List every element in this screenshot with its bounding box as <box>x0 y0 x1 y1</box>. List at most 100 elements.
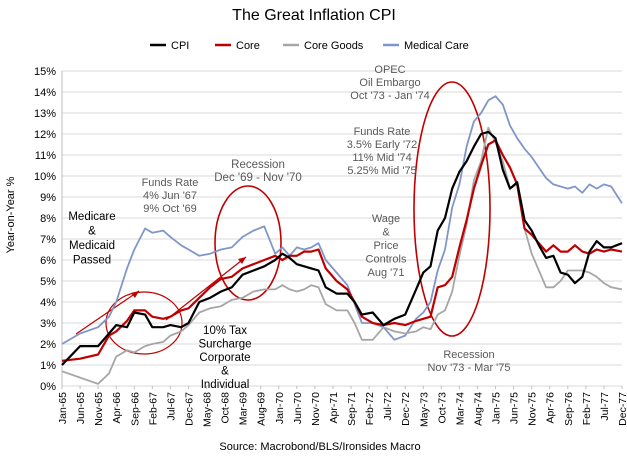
annotation-tax-surcharge-line: Surcharge <box>198 339 251 351</box>
y-tick-label: 6% <box>40 255 56 267</box>
annotation-funds-rate-72-75-line: 3.5% Early '72 <box>347 139 418 151</box>
x-tick-label: Jun-70 <box>292 392 304 424</box>
x-tick-label: Nov-70 <box>310 392 322 426</box>
annotation-wage-price-controls-line: Wage <box>372 213 400 225</box>
x-tick-label: Oct-73 <box>436 392 448 424</box>
y-tick-label: 9% <box>40 192 56 204</box>
y-tick-label: 2% <box>40 339 56 351</box>
arrow-medicare <box>75 290 140 335</box>
annotation-wage-price-controls-line: Price <box>373 240 398 252</box>
legend-label-medical-care: Medical Care <box>404 40 469 52</box>
x-tick-label: Aug-69 <box>256 392 268 426</box>
x-tick-label: Sep-66 <box>129 392 141 426</box>
y-axis-ticks: 0% 1% 2% 3% 4% 5% 6% 7% 8% 9% 10% 11% 12% 13% 14% 15% <box>34 66 56 393</box>
annotation-funds-rate-67-69-line: 4% Jun '67 <box>143 190 197 202</box>
annotation-funds-rate-72-75-line: Funds Rate <box>354 126 411 138</box>
x-tick-label: Mar-74 <box>454 392 466 425</box>
annotation-recession-73-75: Recession Nov '73 - Mar '75 <box>427 349 510 374</box>
x-tick-label: Apr-76 <box>545 392 557 424</box>
annotation-recession-69-70-line: Dec '69 - Nov '70 <box>214 172 302 184</box>
y-tick-label: 14% <box>34 87 56 99</box>
y-tick-label: 13% <box>34 108 56 120</box>
annotation-medicare-line: Medicaid <box>69 240 115 252</box>
x-tick-label: Dec-72 <box>400 392 412 426</box>
annotation-recession-73-75-line: Recession <box>443 349 494 361</box>
annotation-funds-rate-67-69-line: Funds Rate <box>142 177 199 189</box>
y-tick-label: 4% <box>40 297 56 309</box>
arrow-medicare-head <box>131 291 139 298</box>
x-tick-label: Jan-70 <box>274 392 286 424</box>
annotation-tax-surcharge-line: Corporate <box>199 352 250 364</box>
x-tick-label: Feb-67 <box>147 392 159 425</box>
arrow-tax-surcharge <box>165 256 247 321</box>
annotation-wage-price-controls-line: Aug '71 <box>368 267 405 279</box>
annotation-recession-69-70: Recession Dec '69 - Nov '70 <box>214 159 302 184</box>
annotation-funds-rate-72-75: Funds Rate 3.5% Early '72 11% Mid '74 5.25%… <box>347 126 418 177</box>
x-tick-label: Apr-71 <box>328 392 340 424</box>
series-line-cpi <box>61 130 623 366</box>
legend-label-core: Core <box>236 40 260 52</box>
series-line-core-goods <box>61 126 623 385</box>
y-tick-label: 0% <box>40 381 56 393</box>
series-line-core <box>61 139 623 362</box>
x-tick-label: Jul-72 <box>382 392 394 421</box>
y-axis-label: Year-on-Year % <box>5 176 17 253</box>
x-axis-ticks: Jan-65 Jun-65 Nov-65 Apr-66 Sep-66 Feb-67 Jul-… <box>57 392 627 427</box>
y-tick-label: 3% <box>40 318 56 330</box>
legend: CPI Core Core Goods Medical Care <box>150 40 469 52</box>
series-lines <box>61 95 623 385</box>
x-tick-label: Jul-67 <box>165 392 177 421</box>
y-tick-label: 5% <box>40 276 56 288</box>
y-tick-label: 12% <box>34 129 56 141</box>
gridlines <box>61 70 623 389</box>
x-tick-label: May-73 <box>418 392 430 427</box>
annotation-opec-line: Oct '73 - Jan '74 <box>350 90 429 102</box>
x-tick-label: Aug-74 <box>472 392 484 426</box>
x-tick-label: Sep-76 <box>563 392 575 426</box>
annotation-recession-69-70-line: Recession <box>231 159 285 171</box>
x-tick-label: Feb-72 <box>364 392 376 425</box>
x-tick-label: Jan-75 <box>491 392 503 424</box>
chart-title: The Great Inflation CPI <box>232 7 396 24</box>
annotation-tax-surcharge-line: Individual <box>201 379 250 391</box>
annotation-wage-price-controls-line: Controls <box>366 254 407 266</box>
y-tick-label: 15% <box>34 66 56 78</box>
annotation-opec: OPEC Oil Embargo Oct '73 - Jan '74 <box>350 64 429 102</box>
legend-label-core-goods: Core Goods <box>304 40 364 52</box>
annotation-funds-rate-67-69-line: 9% Oct '69 <box>143 203 196 215</box>
annotation-opec-line: Oil Embargo <box>359 77 420 89</box>
y-tick-label: 7% <box>40 234 56 246</box>
y-tick-label: 11% <box>35 150 56 162</box>
y-tick-label: 1% <box>40 360 56 372</box>
x-tick-label: Jun-75 <box>509 392 521 424</box>
x-tick-label: Oct-68 <box>220 392 232 424</box>
annotation-wage-price-controls: Wage & Price Controls Aug '71 <box>366 213 407 279</box>
annotation-funds-rate-67-69: Funds Rate 4% Jun '67 9% Oct '69 <box>142 177 199 215</box>
annotation-tax-surcharge-line: & <box>221 366 229 378</box>
highlight-circle-1966 <box>105 291 183 355</box>
x-tick-label: Apr-66 <box>111 392 123 424</box>
annotation-funds-rate-72-75-line: 11% Mid '74 <box>352 152 411 164</box>
highlight-ellipse-1974 <box>413 81 491 337</box>
x-tick-label: Feb-77 <box>581 392 593 425</box>
annotation-tax-surcharge-line: 10% Tax <box>203 325 247 337</box>
annotation-recession-73-75-line: Nov '73 - Mar '75 <box>427 362 510 374</box>
annotation-medicare-line: & <box>88 226 96 238</box>
arrow-tax-surcharge-head <box>238 257 246 264</box>
x-tick-label: Nov-65 <box>93 392 105 426</box>
x-tick-label: Jan-65 <box>57 392 69 424</box>
y-tick-label: 8% <box>40 213 56 225</box>
y-tick-label: 10% <box>34 171 56 183</box>
annotation-funds-rate-72-75-line: 5.25% Mid '75 <box>347 165 416 177</box>
source-note: Source: Macrobond/BLS/Ironsides Macro <box>219 441 420 453</box>
annotation-tax-surcharge: 10% Tax Surcharge Corporate & Individual <box>198 325 251 391</box>
x-tick-label: Nov-75 <box>527 392 539 426</box>
highlight-ellipse-1969 <box>214 185 282 301</box>
x-tick-label: Mar-69 <box>238 392 250 425</box>
x-tick-label: Dec-77 <box>617 392 627 426</box>
x-tick-label: Jun-65 <box>75 392 87 424</box>
annotation-wage-price-controls-line: & <box>382 227 390 239</box>
